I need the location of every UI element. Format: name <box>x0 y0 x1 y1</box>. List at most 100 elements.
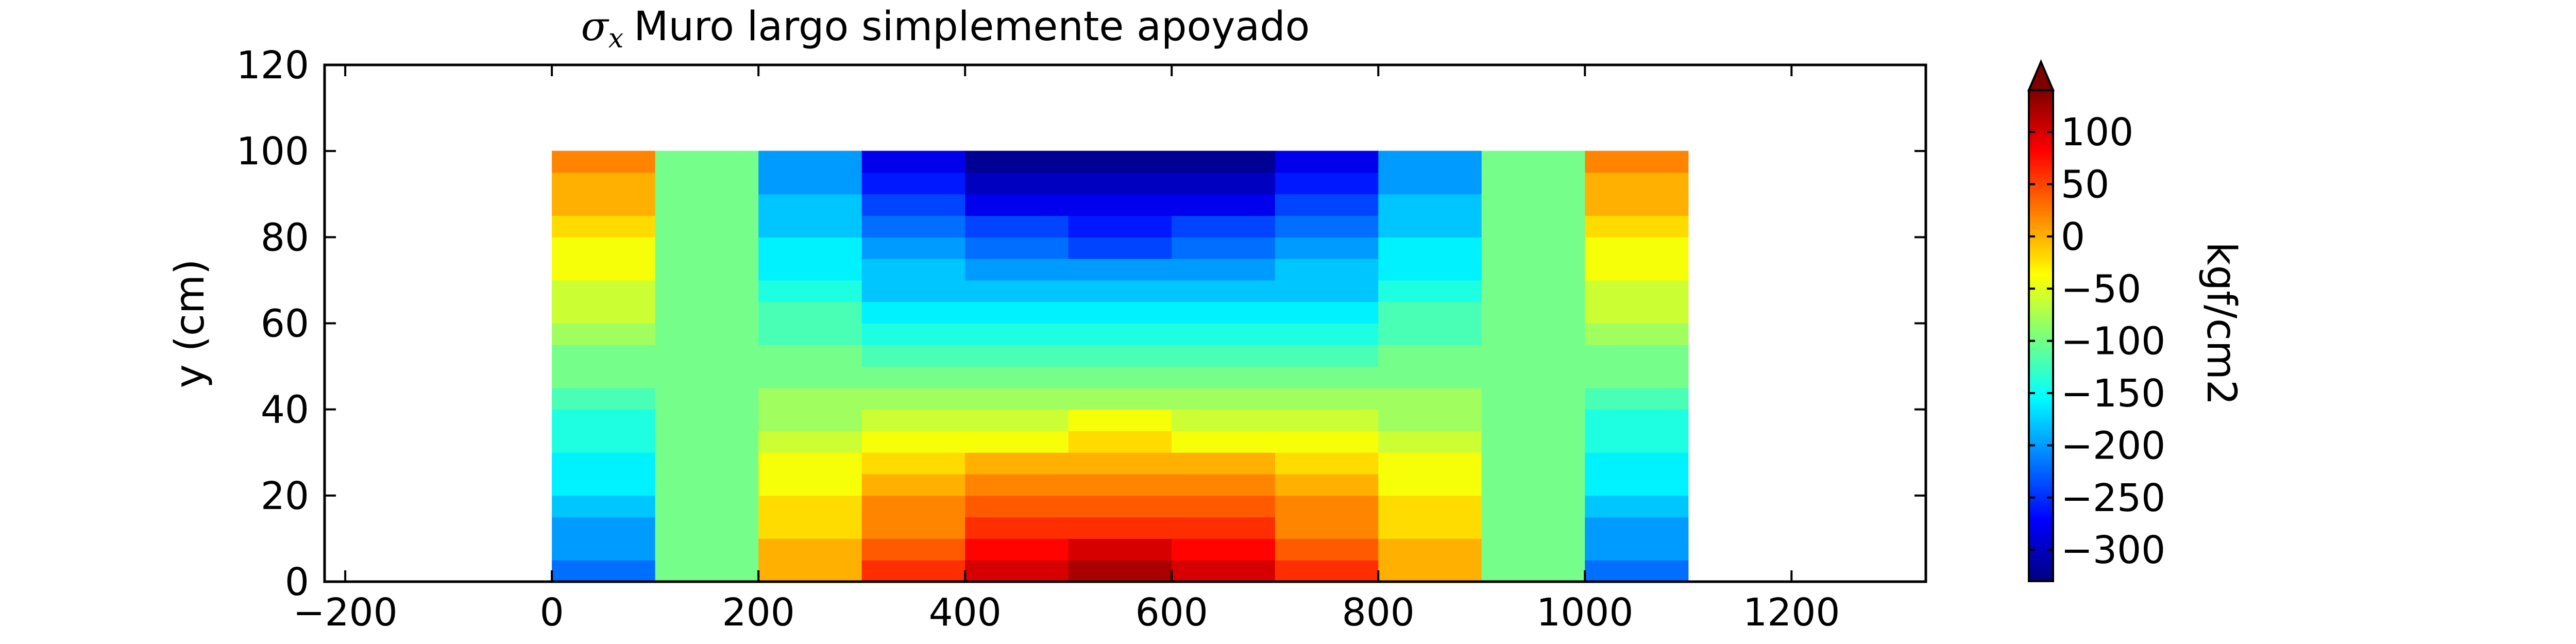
colorbar-tick-label: −100 <box>2061 319 2165 364</box>
field-cell <box>655 323 759 345</box>
field-cell <box>1378 194 1482 216</box>
stress-field <box>552 151 1688 582</box>
field-cell <box>1482 387 1585 410</box>
field-cell <box>1378 301 1482 324</box>
field-cell <box>862 452 965 474</box>
field-cell <box>1585 366 1688 388</box>
field-cell <box>1378 409 1482 431</box>
field-cell <box>1069 237 1172 259</box>
title-sigma: σ <box>581 4 609 50</box>
field-cell <box>1069 366 1172 388</box>
field-cell <box>1172 259 1275 281</box>
field-cell <box>655 431 759 453</box>
field-cell <box>758 474 862 496</box>
field-cell <box>1482 151 1585 173</box>
field-cell <box>1585 517 1688 539</box>
x-tick-label: 1200 <box>1743 590 1840 635</box>
title-text: Muro largo simplemente apoyado <box>634 4 1310 50</box>
field-cell <box>1482 259 1585 281</box>
field-cell <box>552 237 655 259</box>
field-cell <box>758 452 862 474</box>
field-cell <box>1585 345 1688 367</box>
field-cell <box>1275 237 1379 259</box>
field-column <box>552 151 655 582</box>
field-cell <box>655 280 759 302</box>
colorbar-tick-label: −200 <box>2061 423 2165 468</box>
field-cell <box>758 387 862 410</box>
field-cell <box>862 194 965 216</box>
field-cell <box>552 301 655 324</box>
field-cell <box>862 259 965 281</box>
field-cell <box>552 495 655 517</box>
field-cell <box>862 560 965 582</box>
colorbar-tick-label: −300 <box>2061 528 2165 572</box>
chart-title: σx Muro largo simplemente apoyado <box>581 4 1310 54</box>
field-cell <box>758 517 862 539</box>
field-cell <box>552 517 655 539</box>
colorbar-extend-arrow <box>2029 62 2053 90</box>
field-cell <box>655 517 759 539</box>
field-cell <box>758 409 862 431</box>
field-cell <box>862 538 965 561</box>
colorbar-gradient <box>2029 90 2053 581</box>
field-cell <box>1585 538 1688 561</box>
field-cell <box>862 495 965 517</box>
field-cell <box>1069 560 1172 582</box>
field-cell <box>655 172 759 194</box>
colorbar: 100 50 0 −50 −100 −150 −200 −250 −300 kgf/cm2 <box>2029 62 2244 581</box>
field-cell <box>1069 172 1172 194</box>
field-cell <box>862 237 965 259</box>
field-cell <box>1378 280 1482 302</box>
field-column <box>1172 151 1275 582</box>
field-cell <box>655 495 759 517</box>
field-cell <box>1172 387 1275 410</box>
colorbar-label: kgf/cm2 <box>2198 242 2244 405</box>
field-cell <box>758 495 862 517</box>
field-cell <box>1585 409 1688 431</box>
field-cell <box>1378 474 1482 496</box>
field-cell <box>1172 495 1275 517</box>
field-cell <box>1275 172 1379 194</box>
field-cell <box>1378 517 1482 539</box>
x-tick-label: 600 <box>1136 590 1208 635</box>
field-cell <box>1378 560 1482 582</box>
field-cell <box>655 301 759 324</box>
field-cell <box>1275 517 1379 539</box>
field-cell <box>655 151 759 173</box>
field-cell <box>1069 259 1172 281</box>
field-cell <box>552 538 655 561</box>
colorbar-tick-label: −150 <box>2061 371 2165 416</box>
field-cell <box>1275 538 1379 561</box>
field-cell <box>1585 215 1688 238</box>
field-cell <box>655 387 759 410</box>
field-cell <box>1275 452 1379 474</box>
field-cell <box>1275 431 1379 453</box>
field-cell <box>965 301 1069 324</box>
field-column <box>1069 151 1172 582</box>
field-cell <box>1585 237 1688 259</box>
field-cell <box>965 560 1069 582</box>
field-cell <box>1585 151 1688 173</box>
field-cell <box>655 560 759 582</box>
x-tick-label: 0 <box>540 590 564 635</box>
field-cell <box>552 409 655 431</box>
field-cell <box>965 474 1069 496</box>
field-cell <box>1482 215 1585 238</box>
field-cell <box>552 215 655 238</box>
field-cell <box>1069 345 1172 367</box>
field-cell <box>655 452 759 474</box>
field-cell <box>965 387 1069 410</box>
field-cell <box>1275 301 1379 324</box>
field-cell <box>1069 387 1172 410</box>
field-cell <box>655 345 759 367</box>
x-tick-label: 1000 <box>1536 590 1633 635</box>
field-cell <box>655 409 759 431</box>
field-cell <box>1378 431 1482 453</box>
field-cell <box>1378 345 1482 367</box>
field-cell <box>1482 431 1585 453</box>
field-cell <box>965 194 1069 216</box>
field-column <box>1585 151 1688 582</box>
field-cell <box>965 280 1069 302</box>
field-cell <box>655 237 759 259</box>
field-cell <box>758 259 862 281</box>
